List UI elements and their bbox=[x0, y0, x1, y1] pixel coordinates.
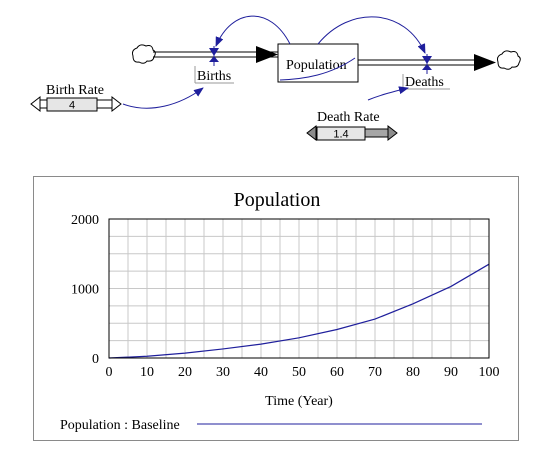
outflow-pipe[interactable] bbox=[358, 54, 496, 71]
x-tick-label: 70 bbox=[368, 365, 382, 380]
deaths-label: Deaths bbox=[405, 75, 444, 90]
legend-label: Population : Baseline bbox=[60, 418, 180, 433]
link-population-to-births bbox=[215, 15, 291, 47]
sink-cloud-icon bbox=[497, 50, 521, 70]
link-birthrate-to-births bbox=[122, 87, 204, 109]
plot-frame bbox=[108, 218, 490, 359]
x-tick-label: 100 bbox=[479, 365, 500, 380]
population-chart: Population 0 10 20 30 40 50 60 70 80 90 1000100020… bbox=[60, 189, 500, 433]
x-tick-label: 90 bbox=[444, 365, 458, 380]
x-tick-label: 40 bbox=[254, 365, 268, 380]
series-layer bbox=[108, 263, 490, 359]
link-deathrate-to-deaths bbox=[367, 86, 409, 101]
birth-rate-label: Birth Rate bbox=[46, 83, 104, 98]
death-rate-value: 1.4 bbox=[333, 129, 348, 141]
x-tick-label: 10 bbox=[140, 365, 154, 380]
x-tick-label: 30 bbox=[216, 365, 230, 380]
births-label: Births bbox=[197, 69, 231, 84]
series-line-population bbox=[108, 263, 490, 359]
births-valve-icon[interactable] bbox=[209, 46, 219, 66]
birth-rate-value: 4 bbox=[69, 100, 75, 112]
population-chart-panel: Population 0 10 20 30 40 50 60 70 80 90 100 0 1000 20… bbox=[33, 176, 519, 441]
x-tick-label: 80 bbox=[406, 365, 420, 380]
birth-rate-slider[interactable]: 4 bbox=[30, 95, 122, 113]
population-stock[interactable]: Population bbox=[277, 43, 359, 83]
stock-flow-diagram: Births Population Deaths Birth Rate 4 De bbox=[30, 15, 521, 142]
death-rate-slider[interactable]: 1.4 bbox=[306, 124, 398, 142]
x-tick-label: 0 bbox=[106, 365, 113, 380]
x-axis-title: Time (Year) bbox=[265, 394, 333, 409]
x-tick-label: 20 bbox=[178, 365, 192, 380]
grid bbox=[109, 219, 489, 358]
y-tick-label: 1000 bbox=[71, 283, 99, 298]
chart-title: Population bbox=[234, 189, 321, 211]
stock-sparkline bbox=[279, 57, 356, 81]
x-tick-label: 50 bbox=[292, 365, 306, 380]
source-cloud-icon bbox=[132, 44, 156, 64]
link-population-to-deaths bbox=[317, 16, 426, 54]
population-stock-label: Population bbox=[286, 58, 347, 73]
y-tick-label: 2000 bbox=[71, 213, 99, 228]
y-tick-label: 0 bbox=[92, 352, 99, 367]
deaths-valve-icon[interactable] bbox=[422, 54, 432, 74]
x-tick-label: 60 bbox=[330, 365, 344, 380]
death-rate-label: Death Rate bbox=[317, 110, 380, 125]
